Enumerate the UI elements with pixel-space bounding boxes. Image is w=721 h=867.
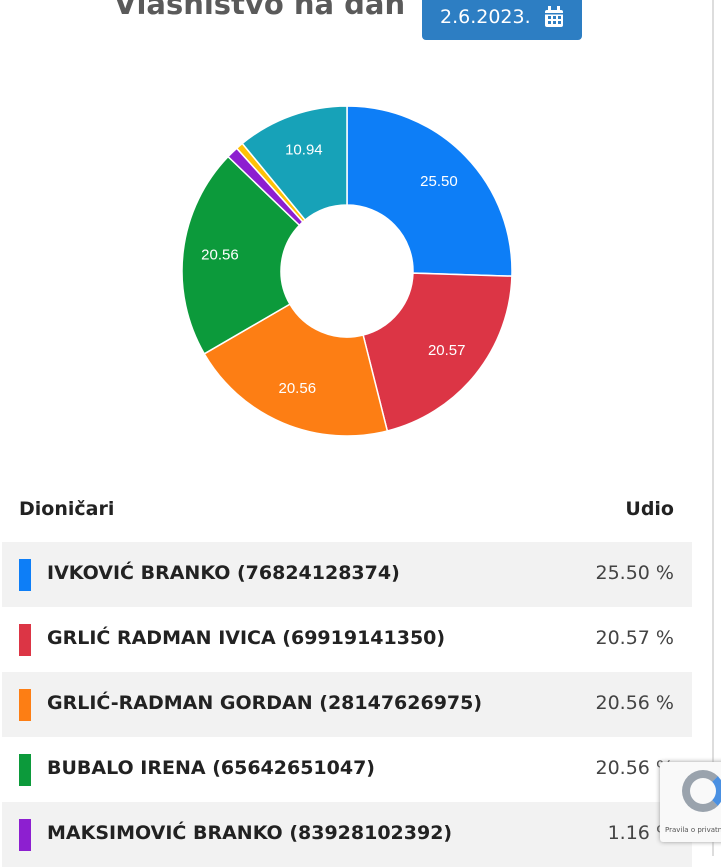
scroll-edge [712, 0, 714, 856]
slice [241, 105, 348, 222]
table-row: IVKOVIĆ BRANKO (76824128374) 25.50 % [2, 542, 692, 607]
shareholder-name: BUBALO IRENA (65642651047) [47, 757, 375, 779]
share-value: 25.50 % [595, 562, 675, 584]
recaptcha-logo [682, 770, 721, 812]
color-swatch [19, 754, 31, 786]
slice [362, 272, 513, 432]
slice [346, 105, 513, 277]
share-value: 20.56 % [595, 692, 675, 714]
share-value: 1.16 % [607, 822, 674, 844]
page-title: Vlasništvo na dan [114, 0, 406, 21]
share-value: 20.57 % [595, 627, 675, 649]
slice [203, 303, 389, 437]
slice-label: 10.94 [285, 141, 323, 158]
calendar-icon [545, 6, 563, 27]
slice-label: 25.50 [420, 173, 458, 190]
color-swatch [19, 624, 31, 656]
shareholder-name: MAKSIMOVIĆ BRANKO (83928102392) [47, 822, 453, 844]
slice-label: 20.57 [428, 342, 466, 359]
table-row: BUBALO IRENA (65642651047) 20.56 % [2, 737, 692, 802]
shareholder-name: GRLIĆ RADMAN IVICA (69919141350) [47, 627, 446, 649]
slice-label: 20.56 [279, 380, 317, 397]
date-button[interactable]: 2.6.2023. [422, 0, 582, 40]
share-value: 20.56 % [595, 757, 675, 779]
table-row: MAKSIMOVIĆ BRANKO (83928102392) 1.16 % [2, 802, 692, 867]
date-text: 2.6.2023. [440, 6, 531, 28]
color-swatch [19, 559, 31, 591]
donut-chart: 25.50 20.57 20.56 20.56 10.94 [181, 105, 513, 437]
recaptcha-badge[interactable]: Pravila o privatnosti [660, 762, 721, 842]
color-swatch [19, 689, 31, 721]
table-row: GRLIĆ-RADMAN GORDAN (28147626975) 20.56 % [2, 672, 692, 737]
column-header: Udio [625, 498, 674, 520]
column-header: Dioničari [19, 498, 115, 520]
slice [181, 155, 301, 355]
recaptcha-text: Pravila o privatnosti [665, 826, 721, 834]
table-row: GRLIĆ RADMAN IVICA (69919141350) 20.57 % [2, 607, 692, 672]
color-swatch [19, 819, 31, 851]
shareholder-name: IVKOVIĆ BRANKO (76824128374) [47, 562, 400, 584]
slice-label: 20.56 [201, 247, 239, 264]
shareholder-name: GRLIĆ-RADMAN GORDAN (28147626975) [47, 692, 483, 714]
